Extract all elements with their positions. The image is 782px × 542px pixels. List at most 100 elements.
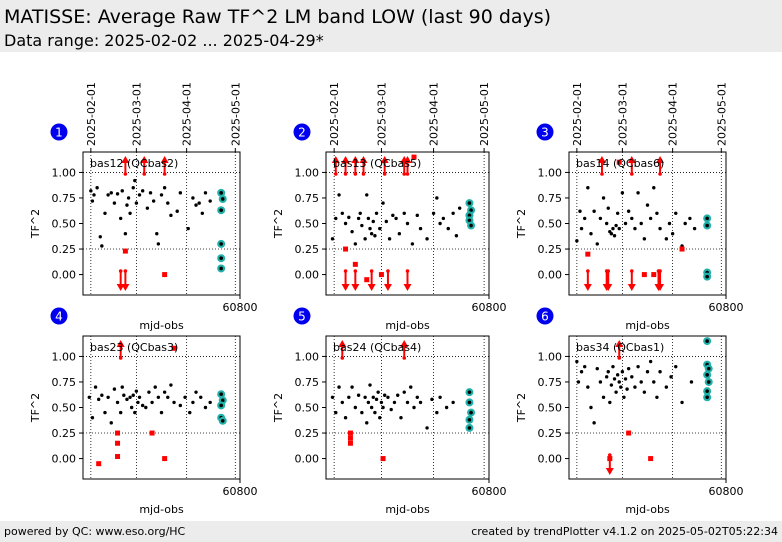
data-point xyxy=(586,186,590,190)
data-point xyxy=(391,213,395,218)
data-point xyxy=(604,375,609,379)
data-point xyxy=(645,203,650,207)
data-point xyxy=(330,395,335,399)
data-point xyxy=(87,395,91,399)
y-axis-label: TF^2 xyxy=(272,393,285,423)
x-axis-label: mjd-obs xyxy=(625,319,670,332)
data-point xyxy=(630,216,634,221)
y-tick-label: 0.75 xyxy=(295,192,320,205)
y-tick-label: 0.50 xyxy=(295,218,320,231)
panel-number: 6 xyxy=(541,310,549,324)
y-tick-label: 0.00 xyxy=(538,453,563,466)
data-point xyxy=(608,400,612,405)
latest-point xyxy=(220,418,225,423)
data-point xyxy=(625,387,629,391)
data-point xyxy=(109,421,113,425)
panel-badge xyxy=(293,123,311,141)
data-point xyxy=(655,395,659,399)
data-point xyxy=(652,186,656,190)
data-point xyxy=(353,242,358,246)
data-point xyxy=(159,193,164,197)
data-point xyxy=(415,213,419,218)
outlier-point xyxy=(347,440,353,446)
data-point xyxy=(396,393,400,397)
data-point xyxy=(412,405,416,410)
arrow-up-head xyxy=(656,156,665,163)
outlier-point xyxy=(380,456,386,462)
data-point xyxy=(115,400,120,405)
data-point xyxy=(614,223,618,228)
data-point xyxy=(451,211,455,215)
arrow-down-head xyxy=(605,468,614,475)
outlier-point xyxy=(347,435,353,441)
data-point xyxy=(642,390,647,394)
top-date-label: 2025-03-01 xyxy=(616,82,629,146)
data-point xyxy=(410,242,415,246)
arrow-down-head xyxy=(341,284,350,291)
top-date-label: 2025-05-01 xyxy=(478,82,491,146)
data-point xyxy=(409,385,413,389)
y-tick-label: 0.00 xyxy=(52,269,77,282)
data-point xyxy=(688,216,692,221)
y-tick-label: 0.25 xyxy=(295,427,320,440)
latest-point xyxy=(219,191,223,195)
data-point xyxy=(147,390,151,394)
data-point xyxy=(369,232,374,236)
data-point xyxy=(431,211,436,215)
data-point xyxy=(598,216,603,221)
data-point xyxy=(379,400,384,405)
plot-frame xyxy=(568,151,727,296)
data-point xyxy=(366,216,371,221)
y-axis-label: TF^2 xyxy=(272,209,285,239)
arrow-up-head xyxy=(331,156,340,163)
data-point xyxy=(430,397,434,402)
data-point xyxy=(620,191,625,195)
data-point xyxy=(664,385,669,389)
outlier-point xyxy=(115,440,121,446)
data-point xyxy=(457,206,462,210)
x-axis-label: mjd-obs xyxy=(385,319,430,332)
arrow-up-head xyxy=(597,156,606,163)
arrow-down-base xyxy=(630,269,634,273)
data-point xyxy=(667,221,672,226)
data-point xyxy=(376,390,380,394)
data-point xyxy=(405,221,410,226)
data-point xyxy=(451,400,455,405)
data-point xyxy=(337,385,341,389)
data-point xyxy=(583,216,587,221)
data-point xyxy=(360,410,364,415)
arrow-up-head xyxy=(359,156,368,163)
data-point xyxy=(140,189,145,193)
y-axis-label: TF^2 xyxy=(29,209,42,239)
latest-point xyxy=(706,380,711,384)
y-tick-label: 0.50 xyxy=(538,402,563,415)
outlier-point xyxy=(411,154,417,160)
data-point xyxy=(153,385,157,389)
top-date-label: 2025-04-01 xyxy=(181,82,194,146)
outlier-point xyxy=(364,277,370,283)
data-point xyxy=(137,395,142,399)
data-point xyxy=(619,385,623,389)
data-point xyxy=(363,395,367,399)
latest-point xyxy=(220,197,225,201)
latest-point xyxy=(469,410,473,415)
data-point xyxy=(360,223,364,228)
arrow-up-head xyxy=(627,156,636,163)
arrow-down-base xyxy=(658,269,662,273)
data-point xyxy=(197,201,201,205)
x-axis-label: mjd-obs xyxy=(139,319,184,332)
data-point xyxy=(454,234,459,238)
data-point xyxy=(137,193,142,197)
data-point xyxy=(622,395,626,399)
data-point xyxy=(156,242,161,246)
data-point xyxy=(609,383,614,387)
data-point xyxy=(680,400,684,405)
data-point xyxy=(340,400,344,405)
y-axis-label: TF^2 xyxy=(515,209,528,239)
data-point xyxy=(674,211,678,215)
arrow-down-head xyxy=(656,284,665,291)
data-point xyxy=(378,416,382,420)
arrow-up-base xyxy=(402,356,407,360)
data-point xyxy=(387,237,392,241)
data-point xyxy=(418,226,423,231)
